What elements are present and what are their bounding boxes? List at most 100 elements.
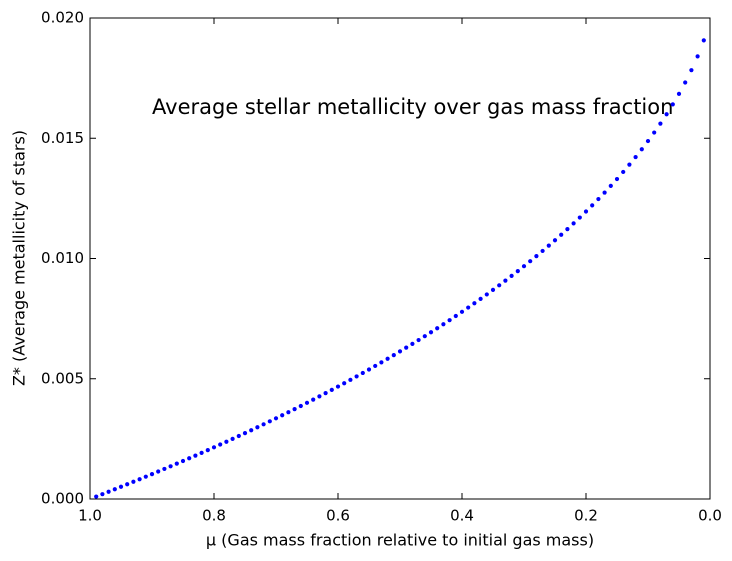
y-tick-label: 0.000 (41, 490, 84, 508)
data-point (397, 349, 403, 354)
data-point (205, 448, 210, 453)
data-point (596, 196, 601, 202)
data-point (497, 283, 502, 288)
data-point (627, 162, 632, 167)
data-point (410, 341, 415, 346)
data-point (534, 254, 539, 259)
data-point (323, 391, 328, 396)
data-point (621, 169, 626, 175)
data-point (683, 80, 688, 85)
data-point (112, 487, 117, 492)
data-point (391, 353, 396, 358)
chart-title: Average stellar metallicity over gas mas… (152, 95, 673, 119)
y-tick-label: 0.020 (41, 9, 84, 27)
data-point (571, 221, 576, 226)
data-point (428, 330, 434, 335)
data-point (218, 442, 223, 447)
x-tick-label: 0.2 (574, 507, 598, 525)
data-point (614, 176, 620, 182)
data-point (224, 439, 229, 444)
data-point (633, 154, 638, 160)
data-point (280, 413, 285, 418)
data-point (701, 38, 706, 43)
data-point (490, 287, 496, 293)
data-point (577, 215, 582, 220)
x-tick-label: 1.0 (78, 507, 102, 525)
data-point (583, 209, 589, 214)
x-tick-label: 0.0 (698, 507, 722, 525)
data-point (639, 147, 644, 152)
data-point (503, 278, 508, 283)
x-tick-label: 0.8 (202, 507, 226, 525)
data-point (521, 264, 527, 269)
data-point (435, 326, 440, 331)
data-point (193, 453, 198, 458)
data-point (453, 313, 458, 319)
data-point (509, 273, 514, 279)
data-point (156, 469, 161, 474)
data-point (676, 91, 682, 96)
data-point (298, 403, 303, 409)
data-point (689, 68, 694, 73)
data-point (546, 243, 551, 248)
data-point (608, 183, 613, 188)
data-point (652, 130, 657, 135)
plot-frame (89, 17, 711, 500)
data-point (379, 360, 384, 365)
data-point (118, 484, 124, 489)
data-point (149, 472, 155, 477)
data-point (267, 419, 272, 424)
data-point (131, 479, 136, 484)
data-point (143, 474, 148, 479)
data-point (125, 482, 130, 487)
data-point (404, 345, 409, 350)
data-point (354, 374, 359, 379)
data-point (528, 259, 533, 264)
data-point (342, 381, 347, 386)
data-point (447, 318, 452, 323)
data-point (286, 410, 291, 415)
data-point (162, 466, 167, 472)
data-point (236, 433, 241, 439)
data-point (373, 363, 378, 369)
data-point (106, 489, 111, 494)
data-point (602, 190, 607, 195)
data-point (540, 248, 545, 254)
y-axis-label: Z* (Average metallicity of stars) (10, 130, 29, 386)
data-point (199, 450, 204, 455)
data-point (695, 54, 700, 59)
y-tick-label: 0.015 (41, 129, 84, 147)
data-point (174, 461, 179, 466)
data-point (472, 301, 477, 306)
data-point (416, 337, 421, 343)
data-point (292, 407, 297, 412)
y-tick-label: 0.010 (41, 249, 84, 267)
data-point (317, 394, 322, 399)
x-axis-label: μ (Gas mass fraction relative to initial… (206, 531, 594, 550)
data-point (478, 296, 483, 301)
data-point (211, 445, 217, 450)
data-point (100, 492, 105, 497)
data-point (335, 384, 341, 389)
data-point (187, 456, 192, 461)
data-point (348, 377, 353, 382)
data-point (590, 203, 595, 208)
data-point (552, 238, 558, 243)
y-tick-label: 0.005 (41, 369, 84, 387)
data-point (645, 138, 651, 144)
data-point (565, 227, 570, 232)
data-point (658, 121, 663, 126)
data-point (360, 370, 365, 376)
data-point (441, 322, 446, 327)
data-point (304, 400, 310, 405)
data-point (180, 458, 186, 464)
data-point (664, 112, 669, 117)
data-point (385, 356, 390, 361)
data-point (242, 431, 248, 436)
data-point (261, 422, 266, 427)
data-point (559, 232, 564, 237)
x-tick-label: 0.6 (326, 507, 350, 525)
data-point (459, 309, 465, 314)
data-point (484, 292, 489, 297)
